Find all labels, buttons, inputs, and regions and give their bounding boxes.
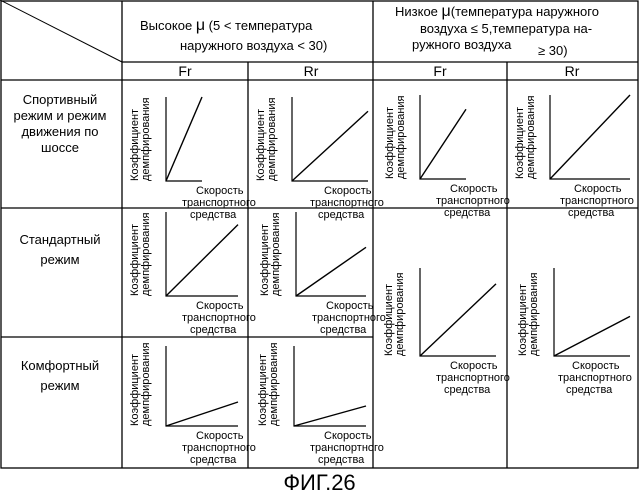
x-axis-label-line-2: транспортного (436, 372, 510, 384)
low-mu-header-line3: ружного воздуха (412, 37, 512, 52)
x-axis-label-line-2: транспортного (182, 312, 256, 324)
x-axis-label-line-2: транспортного (312, 312, 386, 324)
row-label-sport-4: шоссе (41, 140, 79, 155)
chart-axes (292, 97, 368, 181)
x-axis-label-line-2: транспортного (182, 197, 256, 209)
y-axis-label: Коэффициентдемпфирования (129, 97, 152, 181)
damping-line (554, 316, 630, 356)
mini-chart-1: Коэффициентдемпфирования Скоростьтранспор… (129, 97, 256, 221)
damping-line (296, 247, 366, 296)
row-labels: Спортивный режим и режим движения по шос… (14, 92, 107, 393)
low-mu-header-line1: Низкое μ(температура наружного (395, 3, 599, 20)
x-axis-label-line-1: Скорость (196, 185, 244, 197)
chart-axes (294, 346, 366, 426)
x-axis-label-line-3: средства (318, 209, 365, 221)
damping-line (550, 95, 630, 179)
y-axis-label: Коэффициентдемпфирования (384, 95, 407, 179)
row-label-standard-2: режим (40, 252, 79, 267)
damping-line (166, 97, 202, 181)
mini-chart-10: Коэффициентдемпфирования Скоростьтранспор… (517, 268, 632, 396)
row-label-sport-2: режим и режим (14, 108, 107, 123)
x-axis-label-line-1: Скорость (196, 300, 244, 312)
row-label-standard-1: Стандартный (19, 232, 100, 247)
damping-coefficient-table: Высокое μ (5 < температура наружного воз… (0, 0, 639, 470)
mini-chart-3: Коэффициентдемпфирования Скоростьтранспор… (384, 95, 510, 219)
corner-diagonal (0, 0, 122, 62)
x-axis-label-line-2: транспортного (310, 197, 384, 209)
chart-axes (166, 212, 238, 296)
row-label-sport-3: движения по (21, 124, 98, 139)
y-axis-label: Коэффициентдемпфирования (129, 212, 152, 296)
col-header-high-fr: Fr (178, 63, 192, 79)
y-axis-label: Коэффициентдемпфирования (517, 272, 540, 356)
x-axis-label-line-2: транспортного (436, 195, 510, 207)
y-axis-label: Коэффициентдемпфирования (383, 272, 406, 356)
y-axis-label: Коэффициентдемпфирования (255, 97, 278, 181)
x-axis-label-line-2: транспортного (558, 372, 632, 384)
low-mu-header-line4: ≥ 30) (538, 43, 568, 58)
x-axis-label-line-3: средства (444, 207, 491, 219)
x-axis-label-line-2: транспортного (310, 442, 384, 454)
x-axis-label-line-3: средства (190, 454, 237, 466)
x-axis-label-line-1: Скорость (572, 360, 620, 372)
damping-line (420, 109, 466, 179)
mini-charts: КоэффициентдемпфированияСкоростьтранспор… (129, 95, 634, 466)
damping-line (420, 284, 496, 356)
col-header-low-rr: Rr (565, 63, 580, 79)
mini-chart-2: Коэффициентдемпфирования Скоростьтранспор… (255, 97, 384, 221)
row-label-sport-1: Спортивный (23, 92, 98, 107)
x-axis-label-line-3: средства (190, 209, 237, 221)
y-axis-label: Коэффициентдемпфирования (514, 95, 537, 179)
x-axis-label-line-1: Скорость (324, 430, 372, 442)
damping-line (166, 402, 238, 426)
high-mu-header-line1: Высокое μ (5 < температура (140, 17, 313, 34)
x-axis-label-line-3: средства (566, 384, 613, 396)
x-axis-label-line-1: Скорость (574, 183, 622, 195)
mini-chart-5: Коэффициентдемпфирования Скоростьтранспор… (129, 212, 256, 336)
chart-axes (554, 268, 630, 356)
col-header-high-rr: Rr (304, 63, 319, 79)
x-axis-label-line-1: Скорость (326, 300, 374, 312)
chart-axes (420, 95, 466, 179)
y-axis-label: Коэффициентдемпфирования (129, 342, 152, 426)
mini-chart-4: Коэффициентдемпфирования Скоростьтранспор… (514, 95, 634, 219)
damping-line (292, 111, 368, 181)
low-mu-header-line2: воздуха ≤ 5,температура на- (420, 21, 592, 36)
x-axis-label-line-1: Скорость (324, 185, 372, 197)
chart-axes (420, 268, 496, 356)
damping-line (294, 406, 366, 426)
high-mu-header-line2: наружного воздуха < 30) (180, 38, 327, 53)
mini-chart-9: Коэффициентдемпфирования Скоростьтранспор… (383, 268, 510, 396)
x-axis-label-line-2: транспортного (560, 195, 634, 207)
y-axis-label: Коэффициентдемпфирования (259, 212, 282, 296)
x-axis-label-line-1: Скорость (450, 183, 498, 195)
x-axis-label-line-3: средства (190, 324, 237, 336)
mini-chart-8: Коэффициентдемпфирования Скоростьтранспор… (257, 342, 384, 466)
mini-chart-6: Коэффициентдемпфирования Скоростьтранспор… (259, 212, 386, 336)
x-axis-label-line-3: средства (568, 207, 615, 219)
x-axis-label-line-1: Скорость (450, 360, 498, 372)
x-axis-label-line-3: средства (318, 454, 365, 466)
row-label-comfort-2: режим (40, 378, 79, 393)
y-axis-label: Коэффициентдемпфирования (257, 342, 280, 426)
x-axis-label-line-2: транспортного (182, 442, 256, 454)
col-header-low-fr: Fr (433, 63, 447, 79)
damping-line (166, 225, 238, 296)
figure-caption: ФИГ.26 (0, 470, 639, 496)
x-axis-label-line-1: Скорость (196, 430, 244, 442)
row-label-comfort-1: Комфортный (21, 358, 99, 373)
x-axis-label-line-3: средства (320, 324, 367, 336)
x-axis-label-line-3: средства (444, 384, 491, 396)
mini-chart-7: Коэффициентдемпфирования Скоростьтранспор… (129, 342, 256, 466)
